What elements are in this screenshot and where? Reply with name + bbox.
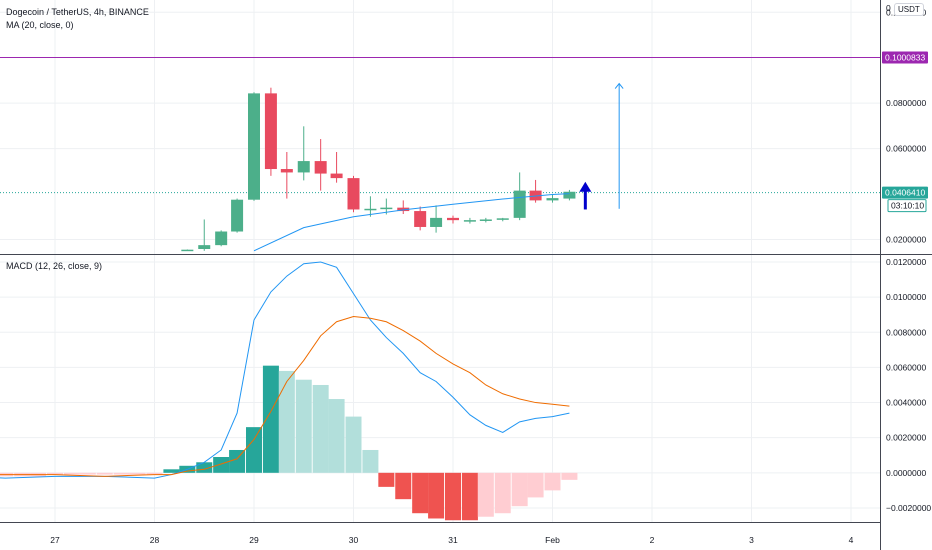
last-price-tag-bg xyxy=(882,186,928,199)
macd-pane[interactable] xyxy=(0,261,578,521)
ma-line[interactable] xyxy=(253,193,570,252)
price-tick-label: 0.0600000 xyxy=(886,144,926,154)
main-legend: Dogecoin / TetherUS, 4h, BINANCE MA (20,… xyxy=(6,6,149,32)
horizontal-line-price-tag[interactable]: 0.1000833 xyxy=(885,53,925,63)
macd-legend: MACD (12, 26, close, 9) xyxy=(6,260,102,273)
macd-line[interactable] xyxy=(0,261,570,479)
time-tick-label: 30 xyxy=(349,535,359,545)
candle-body[interactable] xyxy=(347,178,360,210)
histogram-bar[interactable] xyxy=(129,472,146,475)
ma-legend-label[interactable]: MA (20, close, 0) xyxy=(6,20,74,30)
candle-body[interactable] xyxy=(314,161,327,174)
up-arrow-head xyxy=(579,181,592,192)
macd-tick-label: 0.0020000 xyxy=(886,433,926,443)
histogram-bar[interactable] xyxy=(262,365,279,473)
candle-body[interactable] xyxy=(297,161,310,173)
price-tick-label: 0 xyxy=(886,3,891,13)
time-tick-label: 3 xyxy=(749,535,754,545)
macd-tick-label: 0.0040000 xyxy=(886,398,926,408)
overlays: 0.1000833 0.0406410 03:10:10 xyxy=(882,51,928,213)
histogram-bar[interactable] xyxy=(395,472,412,500)
histogram-bar[interactable] xyxy=(461,472,478,521)
candle-body[interactable] xyxy=(496,218,509,220)
candle-body[interactable] xyxy=(364,208,377,211)
histogram-bar[interactable] xyxy=(345,416,362,473)
time-tick-label: 4 xyxy=(849,535,854,545)
histogram-bar[interactable] xyxy=(79,472,96,475)
currency-button[interactable]: USDT xyxy=(894,3,924,16)
signal-line[interactable] xyxy=(0,315,570,477)
time-tick-label: 2 xyxy=(650,535,655,545)
macd-tick-label: 0.0000000 xyxy=(886,468,926,478)
histogram-bar[interactable] xyxy=(196,462,213,473)
price-tick-label: 0.0200000 xyxy=(886,234,926,244)
histogram-bar[interactable] xyxy=(412,472,429,514)
histogram-bar[interactable] xyxy=(229,449,246,473)
candle-body[interactable] xyxy=(330,173,343,179)
candle-body[interactable] xyxy=(463,220,476,222)
histogram-bar[interactable] xyxy=(246,427,262,473)
histogram-bar[interactable] xyxy=(477,472,494,517)
histogram-bar[interactable] xyxy=(527,472,544,498)
candle-body[interactable] xyxy=(181,249,194,252)
time-tick-label: 31 xyxy=(448,535,458,545)
histogram-bar[interactable] xyxy=(163,469,180,473)
macd-tick-label: −0.0020000 xyxy=(886,503,931,513)
histogram-bar[interactable] xyxy=(445,472,461,521)
histogram-bar[interactable] xyxy=(63,472,80,475)
histogram-bar[interactable] xyxy=(378,472,395,487)
histogram-bar[interactable] xyxy=(544,472,561,491)
macd-tick-label: 0.0100000 xyxy=(886,292,926,302)
candle-body[interactable] xyxy=(264,93,277,170)
time-tick-label: Feb xyxy=(545,535,560,545)
candle-body[interactable] xyxy=(248,93,260,200)
candle-body[interactable] xyxy=(215,231,228,246)
histogram-bar[interactable] xyxy=(213,457,230,473)
histogram-bar[interactable] xyxy=(96,472,113,475)
histogram-bar[interactable] xyxy=(312,384,329,473)
candle-body[interactable] xyxy=(198,245,211,250)
candle-body[interactable] xyxy=(513,190,526,218)
last-price-tag[interactable]: 0.0406410 xyxy=(885,188,925,198)
macd-tick-label: 0.0060000 xyxy=(886,362,926,372)
candle-body[interactable] xyxy=(380,207,393,210)
candle-body[interactable] xyxy=(430,217,443,227)
histogram-bar[interactable] xyxy=(362,449,379,473)
countdown-box xyxy=(887,199,927,213)
histogram-bar[interactable] xyxy=(295,379,312,473)
grid-lines xyxy=(0,0,880,522)
projection-arrowhead xyxy=(614,82,624,89)
histogram-bar[interactable] xyxy=(561,472,578,480)
histogram-bar[interactable] xyxy=(113,472,130,475)
macd-tick-label: 0.0080000 xyxy=(886,327,926,337)
histogram-bar[interactable] xyxy=(146,472,163,475)
macd-tick-label: 0.0120000 xyxy=(886,257,926,267)
candle-body[interactable] xyxy=(447,217,459,221)
horizontal-line-price-tag-bg xyxy=(882,51,928,64)
histogram-bar[interactable] xyxy=(494,472,511,514)
histogram-bar[interactable] xyxy=(511,472,528,507)
time-tick-label: 29 xyxy=(249,535,259,545)
histogram-bar[interactable] xyxy=(328,399,345,473)
countdown-label: 03:10:10 xyxy=(891,201,924,211)
histogram-bar[interactable] xyxy=(278,370,295,473)
candle-body[interactable] xyxy=(529,190,542,201)
candle-body[interactable] xyxy=(563,191,576,199)
candle-body[interactable] xyxy=(397,207,410,212)
price-tick-label: 0.0800000 xyxy=(886,98,926,108)
time-tick-label: 28 xyxy=(150,535,160,545)
candle-body[interactable] xyxy=(414,211,427,227)
histogram-bar[interactable] xyxy=(428,472,445,519)
candle-body[interactable] xyxy=(546,198,559,201)
histogram-bar[interactable] xyxy=(47,472,63,475)
candle-body[interactable] xyxy=(280,169,293,173)
candle-body[interactable] xyxy=(231,199,244,232)
candle-body[interactable] xyxy=(479,219,492,221)
time-tick-label: 27 xyxy=(50,535,60,545)
symbol-title[interactable]: Dogecoin / TetherUS, 4h, BINANCE xyxy=(6,7,149,17)
macd-legend-label[interactable]: MACD (12, 26, close, 9) xyxy=(6,261,103,271)
price-pane[interactable] xyxy=(0,57,880,252)
